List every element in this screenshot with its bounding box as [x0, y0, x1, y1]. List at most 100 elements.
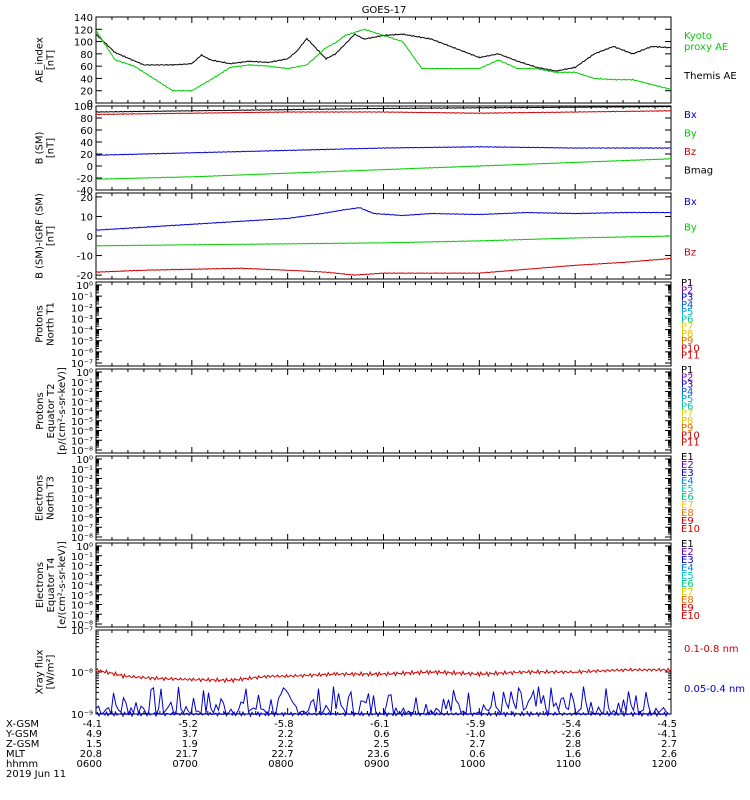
y-tick-label: 10⁻³: [71, 397, 93, 408]
y-tick-label: 40: [80, 74, 93, 85]
legend-entry: E8: [681, 595, 694, 606]
series-line: [95, 158, 671, 181]
series-line: [95, 145, 671, 157]
y-tick-label: -20: [77, 174, 93, 185]
ephem-row-label: X-GSM: [6, 719, 39, 730]
y-tick-label: 10⁰: [76, 281, 93, 292]
y-axis-label: B (SM): [35, 131, 46, 164]
legend-entry: Bx: [684, 110, 697, 121]
y-tick-label: -10: [77, 252, 93, 263]
y-tick-label: -40: [77, 186, 93, 197]
y-tick-label: 10⁰: [76, 368, 93, 379]
legend-entry: P1: [681, 365, 693, 376]
y-axis-label: B (SM)-IGRF (SM): [35, 193, 46, 279]
legend-entry: E4: [681, 476, 694, 487]
ephem-value: 2.2: [278, 729, 294, 740]
legend-entry: P4: [681, 300, 693, 311]
legend-entry: E1: [681, 452, 694, 463]
ephem-value: 2.7: [469, 739, 485, 750]
legend-entry: E7: [681, 587, 694, 598]
y-tick-label: 10⁻⁸: [71, 668, 93, 679]
ephem-value: -5.2: [178, 719, 198, 730]
y-tick-label: 10⁻⁷: [71, 610, 93, 621]
legend-entry: E9: [681, 516, 694, 527]
ephem-value: 1.6: [565, 749, 581, 760]
y-tick-label: 10⁻⁷: [71, 626, 93, 637]
panel-bigrf: -20 -10 0 10 20 B (SM)-IGRF (SM) [nT] Bx By Bz: [35, 192, 697, 282]
ephem-value: 1.9: [182, 739, 198, 750]
ephem-value: 21.7: [176, 749, 198, 760]
ephem-value: 2.8: [565, 739, 581, 750]
ephem-value: 0700: [172, 759, 197, 770]
legend-entry: E10: [681, 611, 700, 622]
y-axis-label: [nT]: [46, 226, 57, 246]
legend-entry: E5: [681, 571, 694, 582]
y-tick-label: 10⁰: [76, 542, 93, 553]
ephem-value: 1.5: [86, 739, 102, 750]
ephem-value: 2.5: [374, 739, 390, 750]
series-line: [95, 667, 672, 684]
y-tick-label: 20: [80, 193, 93, 204]
ephem-value: 3.7: [182, 729, 198, 740]
y-tick-label: 10⁻³: [71, 314, 93, 325]
y-axis-label: Equator T4: [46, 558, 57, 613]
legend-entry: P9: [681, 336, 693, 347]
legend-entry: Bz: [684, 147, 696, 158]
legend-entry: P6: [681, 401, 693, 412]
ephem-value: -2.6: [562, 729, 582, 740]
y-tick-label: 10⁻⁵: [71, 417, 93, 428]
y-tick-label: 10⁻⁹: [71, 710, 93, 721]
y-axis-label: [W/m²]: [46, 654, 57, 689]
ephem-value: 22.7: [271, 749, 293, 760]
date-label: 2019 Jun 11: [6, 769, 66, 780]
ephem-value: -5.4: [562, 719, 582, 730]
y-tick-label: 10⁻⁸: [71, 533, 93, 544]
legend-entry: Bmag: [684, 166, 713, 177]
legend-entry: E1: [681, 539, 694, 550]
ephem-value: 2.2: [278, 739, 294, 750]
ephem-value: 1100: [556, 759, 581, 770]
series-line: [95, 235, 671, 247]
y-tick-label: 10⁻¹: [71, 552, 93, 563]
legend-entry: P10: [681, 430, 700, 441]
ephem-value: 0.6: [374, 729, 390, 740]
y-tick-label: 10⁻⁶: [71, 348, 93, 359]
y-tick-label: 100: [74, 102, 93, 113]
y-tick-label: 10: [80, 212, 93, 223]
ephem-row-label: Z-GSM: [6, 739, 39, 750]
y-tick-label: 10⁻²: [71, 388, 93, 399]
y-axis-label: [e/(cm²-s-sr-keV)]: [57, 541, 68, 629]
ephem-row-label: hhmm: [6, 759, 38, 770]
legend-entry: P3: [681, 293, 693, 304]
legend-entry: E6: [681, 579, 694, 590]
y-tick-label: 10⁻⁴: [71, 407, 93, 418]
legend-entry: E7: [681, 500, 694, 511]
y-tick-label: 10⁻⁴: [71, 581, 93, 592]
legend-entry: P3: [681, 380, 693, 391]
y-tick-label: 10⁻⁸: [71, 620, 93, 631]
legend-entry: E6: [681, 492, 694, 503]
y-axis-label: Electrons: [35, 475, 46, 521]
series-line-0.05-0.4nm: [95, 686, 672, 716]
legend-entry: E2: [681, 547, 694, 558]
legend-entry: E8: [681, 508, 694, 519]
ephem-value: 4.9: [86, 729, 102, 740]
y-tick-label: 10⁻¹: [71, 292, 93, 303]
chart-title: GOES-17: [362, 5, 407, 16]
legend-entry: P8: [681, 416, 693, 427]
y-tick-label: 140: [74, 13, 93, 24]
legend-entry: By: [684, 222, 697, 233]
y-axis-label: North T3: [46, 476, 57, 520]
y-axis-label: [p/(cm²-s-sr-keV)]: [57, 367, 68, 455]
y-tick-label: 10⁻⁵: [71, 504, 93, 515]
y-tick-label: 10⁻⁶: [71, 514, 93, 525]
legend-entry: By: [684, 129, 697, 140]
panel-frame: [95, 455, 672, 541]
ephem-value: -5.9: [466, 719, 486, 730]
legend-entry: 0.05-0.4 nm: [684, 684, 745, 695]
